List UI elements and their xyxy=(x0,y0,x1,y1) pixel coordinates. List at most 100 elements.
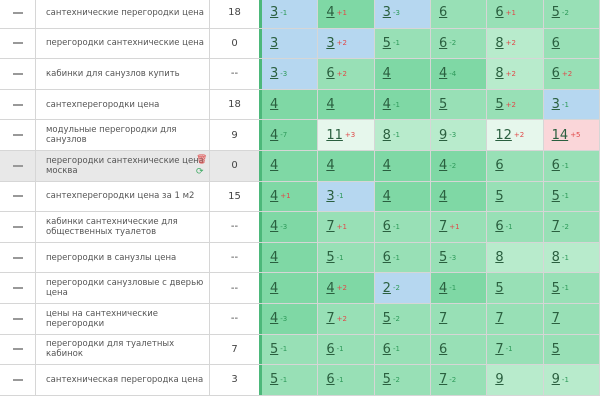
position-value[interactable]: 5 xyxy=(382,311,391,327)
position-value[interactable]: 4 xyxy=(326,97,335,113)
position-value[interactable]: 2 xyxy=(382,280,391,296)
position-value[interactable]: 4 xyxy=(270,219,279,235)
position-value[interactable]: 3 xyxy=(270,5,279,21)
position-value[interactable]: 5 xyxy=(382,35,391,51)
position-cell: 4 -1 xyxy=(430,273,488,303)
position-value[interactable]: 6 xyxy=(495,5,504,21)
position-value[interactable]: 8 xyxy=(382,127,391,143)
position-value[interactable]: 11 xyxy=(326,127,343,143)
position-value[interactable]: 4 xyxy=(270,311,279,327)
position-value[interactable]: 8 xyxy=(495,66,504,82)
row-toggle[interactable] xyxy=(0,59,36,89)
refresh-icon[interactable]: ⟳ xyxy=(196,166,204,177)
dash-icon xyxy=(12,164,23,167)
position-value[interactable]: 5 xyxy=(551,341,560,357)
position-value[interactable]: 6 xyxy=(382,250,391,266)
position-cell: 5 xyxy=(430,89,488,120)
position-value[interactable]: 5 xyxy=(438,97,448,113)
row-toggle[interactable] xyxy=(0,303,36,334)
position-value[interactable]: 9 xyxy=(495,372,504,388)
position-value[interactable]: 3 xyxy=(270,66,279,82)
row-toggle[interactable] xyxy=(0,365,36,395)
position-value[interactable]: 4 xyxy=(326,158,335,174)
position-value[interactable]: 4 xyxy=(438,158,448,174)
position-value[interactable]: 7 xyxy=(438,219,448,235)
position-value[interactable]: 4 xyxy=(438,66,448,82)
position-value[interactable]: 6 xyxy=(326,66,335,82)
position-value[interactable]: 5 xyxy=(438,250,448,266)
position-value[interactable]: 7 xyxy=(551,311,560,327)
position-value[interactable]: 6 xyxy=(326,372,335,388)
position-value[interactable]: 4 xyxy=(270,127,279,143)
position-value[interactable]: 8 xyxy=(495,250,504,266)
position-value[interactable]: 4 xyxy=(270,97,279,113)
position-value[interactable]: 9 xyxy=(438,127,448,143)
row-toggle[interactable] xyxy=(0,273,36,303)
position-value[interactable]: 4 xyxy=(326,5,335,21)
position-value[interactable]: 7 xyxy=(551,219,560,235)
position-cell: 6 -1 xyxy=(374,242,431,273)
position-value[interactable]: 5 xyxy=(551,280,560,296)
position-value[interactable]: 6 xyxy=(438,35,448,51)
position-value[interactable]: 5 xyxy=(382,372,391,388)
position-value[interactable]: 7 xyxy=(326,219,335,235)
position-value[interactable]: 6 xyxy=(438,341,448,357)
position-value[interactable]: 7 xyxy=(495,311,504,327)
position-value[interactable]: 5 xyxy=(495,280,504,296)
position-value[interactable]: 4 xyxy=(382,97,391,113)
position-value[interactable]: 6 xyxy=(551,66,560,82)
position-value[interactable]: 7 xyxy=(495,341,504,357)
position-value[interactable]: 6 xyxy=(438,5,448,21)
position-value[interactable]: 5 xyxy=(495,97,504,113)
position-value[interactable]: 6 xyxy=(551,158,560,174)
position-value[interactable]: 9 xyxy=(551,372,560,388)
position-value[interactable]: 6 xyxy=(326,341,335,357)
row-toggle[interactable] xyxy=(0,89,36,120)
position-value[interactable]: 5 xyxy=(551,188,560,204)
position-value[interactable]: 7 xyxy=(326,311,335,327)
position-value[interactable]: 4 xyxy=(326,280,335,296)
position-value[interactable]: 5 xyxy=(270,341,279,357)
position-value[interactable]: 3 xyxy=(270,35,279,51)
position-value[interactable]: 6 xyxy=(495,158,504,174)
row-toggle[interactable] xyxy=(0,212,36,242)
position-value[interactable]: 4 xyxy=(438,280,448,296)
row-toggle[interactable] xyxy=(0,0,36,28)
position-value[interactable]: 5 xyxy=(270,372,279,388)
table-row: сантехнические перегородки цена 18 3 -1 4 +1 3… xyxy=(0,0,600,29)
row-toggle[interactable] xyxy=(0,334,36,365)
position-delta: -2 xyxy=(449,161,457,170)
position-value[interactable]: 4 xyxy=(270,158,279,174)
frequency: 9 xyxy=(210,120,262,150)
position-value[interactable]: 4 xyxy=(438,188,448,204)
row-toggle[interactable] xyxy=(0,150,36,181)
position-value[interactable]: 3 xyxy=(382,5,391,21)
position-value[interactable]: 3 xyxy=(551,97,560,113)
position-value[interactable]: 4 xyxy=(382,188,391,204)
position-value[interactable]: 4 xyxy=(270,280,279,296)
position-value[interactable]: 14 xyxy=(551,127,569,143)
position-value[interactable]: 3 xyxy=(326,188,335,204)
position-value[interactable]: 7 xyxy=(438,311,448,327)
position-value[interactable]: 12 xyxy=(495,127,512,143)
position-value[interactable]: 5 xyxy=(495,188,504,204)
row-toggle[interactable] xyxy=(0,242,36,273)
position-value[interactable]: 6 xyxy=(382,341,391,357)
position-value[interactable]: 5 xyxy=(326,250,335,266)
position-value[interactable]: 4 xyxy=(270,250,279,266)
row-toggle[interactable] xyxy=(0,181,36,212)
position-value[interactable]: 6 xyxy=(382,219,391,235)
row-toggle[interactable] xyxy=(0,28,36,59)
position-value[interactable]: 7 xyxy=(438,372,448,388)
row-toggle[interactable] xyxy=(0,120,36,150)
position-value[interactable]: 3 xyxy=(326,35,335,51)
position-value[interactable]: 8 xyxy=(495,35,504,51)
position-value[interactable]: 5 xyxy=(551,5,560,21)
position-value[interactable]: 6 xyxy=(551,35,560,51)
position-value[interactable]: 4 xyxy=(382,66,391,82)
position-value[interactable]: 4 xyxy=(270,188,279,204)
delete-icon[interactable]: 🗑 xyxy=(196,154,208,165)
position-value[interactable]: 4 xyxy=(382,158,391,174)
position-value[interactable]: 8 xyxy=(551,250,560,266)
position-value[interactable]: 6 xyxy=(495,219,504,235)
